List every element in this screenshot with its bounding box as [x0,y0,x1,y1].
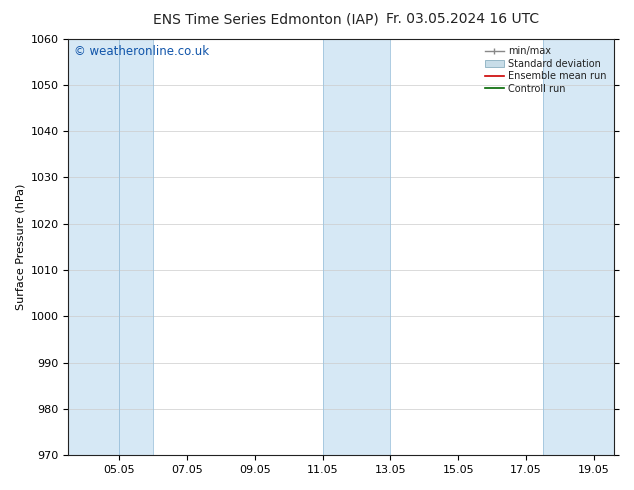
Text: Fr. 03.05.2024 16 UTC: Fr. 03.05.2024 16 UTC [386,12,540,26]
Bar [543,39,614,455]
Bar [68,39,119,455]
Text: © weatheronline.co.uk: © weatheronline.co.uk [74,45,209,58]
Bar [323,39,391,455]
Bar [119,39,153,455]
Text: ENS Time Series Edmonton (IAP): ENS Time Series Edmonton (IAP) [153,12,379,26]
Y-axis label: Surface Pressure (hPa): Surface Pressure (hPa) [15,184,25,310]
Legend: min/max, Standard deviation, Ensemble mean run, Controll run: min/max, Standard deviation, Ensemble me… [482,44,609,97]
